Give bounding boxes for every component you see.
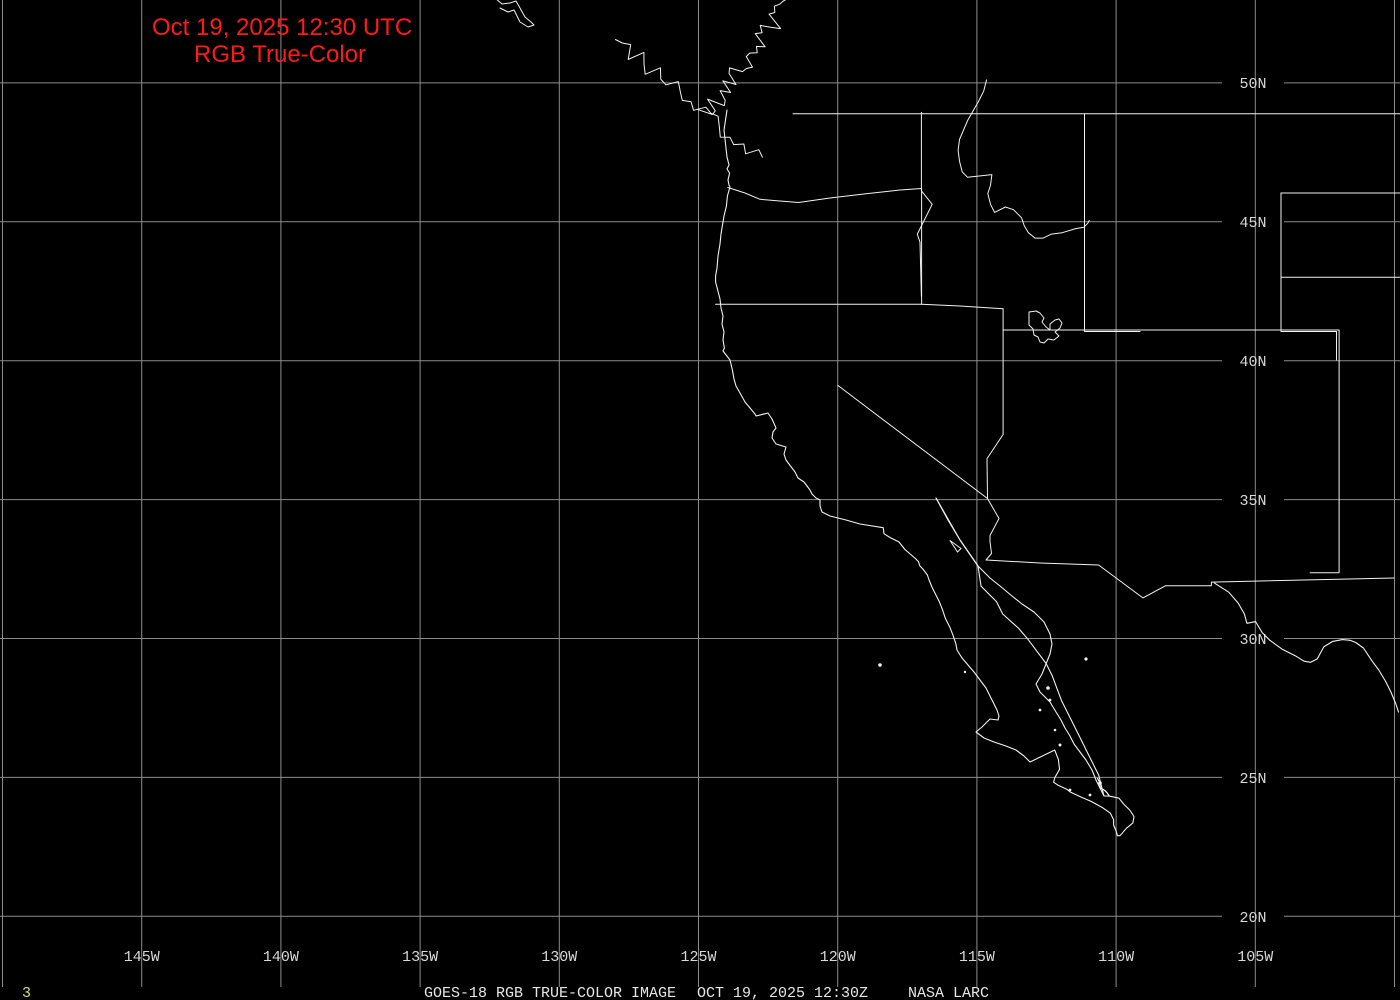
svg-text:35N: 35N — [1239, 493, 1266, 510]
svg-text:145W: 145W — [124, 949, 160, 966]
svg-text:105W: 105W — [1237, 949, 1273, 966]
svg-text:OCT 19, 2025 12:30Z: OCT 19, 2025 12:30Z — [697, 985, 868, 1000]
svg-text:20N: 20N — [1239, 910, 1266, 927]
svg-text:115W: 115W — [959, 949, 995, 966]
svg-text:120W: 120W — [820, 949, 856, 966]
svg-text:140W: 140W — [263, 949, 299, 966]
svg-text:25N: 25N — [1239, 771, 1266, 788]
svg-text:110W: 110W — [1098, 949, 1134, 966]
svg-text:3: 3 — [22, 985, 31, 1000]
svg-text:135W: 135W — [402, 949, 438, 966]
svg-text:RGB True-Color: RGB True-Color — [194, 41, 366, 68]
svg-text:50N: 50N — [1239, 76, 1266, 93]
svg-text:Oct 19, 2025 12:30 UTC: Oct 19, 2025 12:30 UTC — [152, 14, 412, 41]
svg-text:NASA LARC: NASA LARC — [908, 985, 989, 1000]
svg-text:GOES-18 RGB TRUE-COLOR IMAGE: GOES-18 RGB TRUE-COLOR IMAGE — [424, 985, 676, 1000]
svg-text:30N: 30N — [1239, 632, 1266, 649]
svg-text:130W: 130W — [541, 949, 577, 966]
svg-text:125W: 125W — [680, 949, 716, 966]
svg-text:40N: 40N — [1239, 354, 1266, 371]
svg-text:45N: 45N — [1239, 215, 1266, 232]
